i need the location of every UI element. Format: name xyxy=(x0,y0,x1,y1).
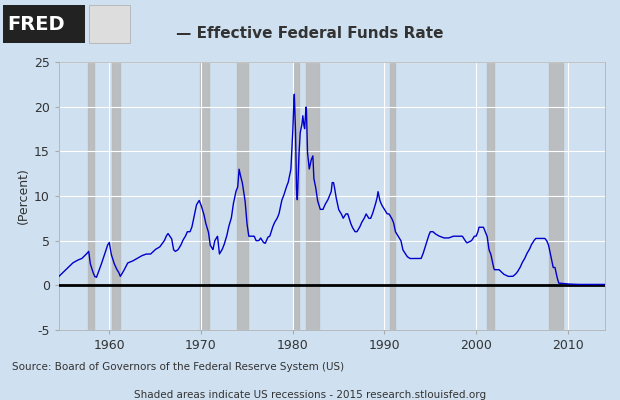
Bar xyxy=(294,62,299,330)
Bar xyxy=(390,62,395,330)
Text: Shaded areas indicate US recessions - 2015 research.stlouisfed.org: Shaded areas indicate US recessions - 20… xyxy=(134,390,486,400)
Text: — Effective Federal Funds Rate: — Effective Federal Funds Rate xyxy=(176,26,444,41)
Bar xyxy=(200,62,210,330)
Bar xyxy=(237,62,249,330)
FancyBboxPatch shape xyxy=(89,5,130,43)
FancyBboxPatch shape xyxy=(2,5,84,43)
Bar xyxy=(88,62,94,330)
Text: Source: Board of Governors of the Federal Reserve System (US): Source: Board of Governors of the Federa… xyxy=(12,362,345,372)
Bar xyxy=(549,62,563,330)
Y-axis label: (Percent): (Percent) xyxy=(17,168,30,224)
Bar xyxy=(487,62,494,330)
Text: FRED: FRED xyxy=(7,14,64,34)
Bar xyxy=(306,62,319,330)
Bar xyxy=(112,62,120,330)
